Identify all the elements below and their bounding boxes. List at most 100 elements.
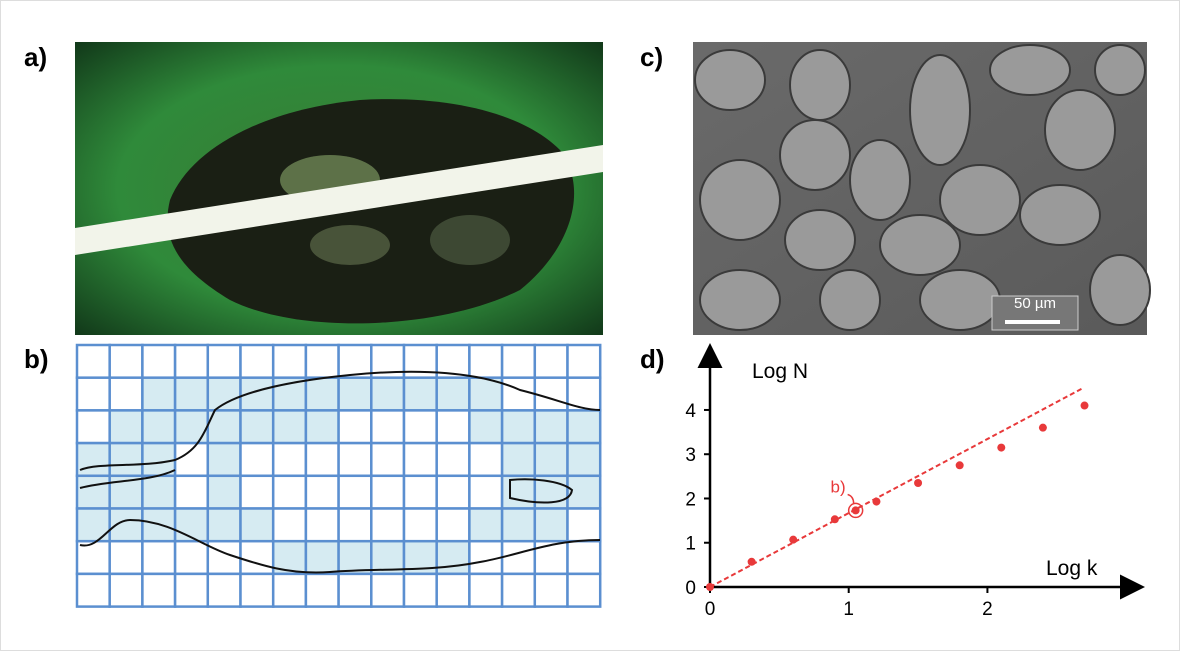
- annotation: b): [831, 477, 846, 496]
- panel-label: a): [24, 42, 47, 72]
- grid-cell: [304, 409, 340, 445]
- grid-cell: [566, 507, 602, 543]
- grid-cell: [108, 376, 144, 412]
- grid-cell: [337, 474, 373, 510]
- point: [789, 535, 798, 544]
- grid-cell: [239, 441, 275, 478]
- point: [747, 557, 756, 566]
- y-tick-label: 4: [685, 401, 696, 422]
- point: [914, 478, 923, 487]
- grid-cell: [402, 507, 438, 543]
- grid-cell: [468, 572, 504, 608]
- grid-cell: [75, 376, 111, 412]
- grid-cell: [141, 376, 177, 412]
- y-axis-label: Log N: [752, 360, 808, 383]
- grid-cell: [566, 441, 602, 478]
- grid-cell: [75, 441, 111, 478]
- grid-cell: [566, 474, 602, 510]
- x-tick-label: 1: [843, 599, 854, 620]
- point: [830, 515, 839, 524]
- grid-cell: [370, 409, 406, 445]
- grid-cell: [500, 409, 537, 445]
- grid-cell: [108, 409, 144, 445]
- y-tick-label: 0: [685, 578, 696, 599]
- grid-cell: [566, 409, 602, 445]
- grid-cell: [173, 409, 210, 445]
- grid-cell: [173, 441, 210, 478]
- grid-cell: [271, 474, 308, 510]
- grid-cell: [108, 343, 144, 379]
- y-tick-label: 3: [685, 445, 696, 466]
- grid-cell: [75, 572, 111, 608]
- grid-cell: [402, 376, 438, 412]
- grid-cell: [435, 507, 471, 543]
- grid-cell: [141, 474, 177, 510]
- grid-cell: [206, 572, 242, 608]
- grid-cell: [435, 376, 471, 412]
- point: [872, 497, 881, 506]
- grid-cell: [141, 572, 177, 608]
- grid-cell: [173, 572, 210, 608]
- y-tick-label: 1: [685, 534, 696, 555]
- grid-cell: [435, 539, 471, 576]
- grid-cell: [239, 539, 275, 576]
- grid-cell: [337, 441, 373, 478]
- grid-cell: [533, 539, 569, 576]
- grid-cell: [468, 474, 504, 510]
- grid-cell: [239, 572, 275, 608]
- grid-cell: [566, 539, 602, 576]
- grid-cell: [468, 507, 504, 543]
- grid-cell: [435, 474, 471, 510]
- grid-cell: [239, 507, 275, 543]
- grid-cell: [500, 474, 537, 510]
- grid-cell: [533, 441, 569, 478]
- grid-cell: [239, 343, 275, 379]
- grid-cell: [402, 441, 438, 478]
- grid-cell: [435, 409, 471, 445]
- grid-cell: [500, 376, 537, 412]
- grid-cell: [239, 474, 275, 510]
- grid-cell: [304, 441, 340, 478]
- fit-line: [709, 387, 1083, 588]
- grid-cell: [271, 572, 308, 608]
- grid-cell: [141, 343, 177, 379]
- grid-cell: [402, 474, 438, 510]
- grid-cell: [141, 441, 177, 478]
- grid-cell: [75, 409, 111, 445]
- grid-cell: [500, 572, 537, 608]
- outline: [79, 370, 601, 574]
- grid-cell: [304, 376, 340, 412]
- grid-cell: [206, 343, 242, 379]
- grid-cell: [468, 441, 504, 478]
- grid-cell: [533, 572, 569, 608]
- grid-tracing: [75, 343, 602, 608]
- panel-label: d): [640, 344, 665, 374]
- grid-cell: [173, 474, 210, 510]
- grid-cell: [271, 441, 308, 478]
- grid-cell: [337, 572, 373, 608]
- grid-cell: [75, 343, 111, 379]
- grid-cell: [206, 376, 242, 412]
- grid-cell: [435, 572, 471, 608]
- panel-label: b): [24, 344, 49, 374]
- grid-cell: [468, 376, 504, 412]
- x-tick-label: 2: [982, 599, 993, 620]
- grid-cell: [468, 409, 504, 445]
- point: [851, 506, 860, 515]
- grid-cell: [173, 376, 210, 412]
- grid-cell: [141, 409, 177, 445]
- x-axis-label: Log k: [1046, 557, 1098, 580]
- grid-cell: [75, 474, 111, 510]
- scale-bar-label: 50 µm: [1014, 295, 1056, 312]
- x-tick-label: 0: [705, 599, 716, 620]
- grid-cell: [370, 474, 406, 510]
- grid-cell: [271, 343, 308, 379]
- grid-cell: [468, 343, 504, 379]
- grid-cell: [500, 343, 537, 379]
- grid-cell: [271, 507, 308, 543]
- grid-cell: [566, 343, 602, 379]
- point: [1038, 423, 1047, 432]
- grid-cell: [370, 507, 406, 543]
- point: [706, 583, 714, 591]
